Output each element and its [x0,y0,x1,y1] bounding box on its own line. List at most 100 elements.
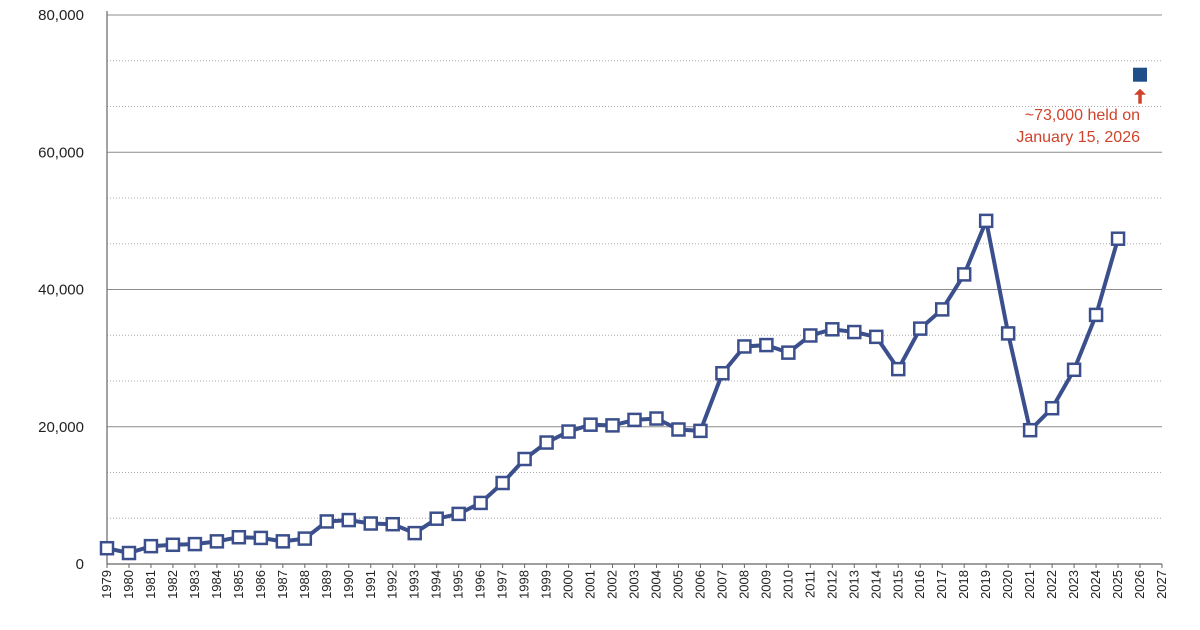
y-tick-label: 20,000 [38,419,84,436]
data-point-marker [1022,422,1038,438]
data-point-marker [473,495,488,511]
gridlines [107,14,1162,519]
x-tick-label: 1984 [209,570,224,599]
x-tick-label: 1985 [231,570,246,599]
x-tick-label: 2013 [846,570,861,599]
data-point-marker [1066,362,1082,378]
annotation-arrow-head [1134,88,1147,95]
y-axis-ticks: 0 20,000 40,000 60,000 80,000 [38,7,84,573]
x-tick-label: 2017 [934,570,949,599]
x-tick-label: 1979 [99,570,114,599]
x-tick-label: 2002 [605,570,620,599]
annotation-line-1: ~73,000 held on [1025,107,1140,124]
x-tick-label: 2011 [802,570,817,598]
x-tick-label: 1989 [319,570,334,599]
data-point-marker [934,302,950,317]
data-point-marker [99,540,115,556]
data-point-marker [275,534,291,549]
x-tick-label: 1986 [253,570,268,599]
x-tick-label: 2003 [627,570,642,599]
data-point-marker [517,451,532,467]
x-tick-label: 1982 [165,570,180,599]
y-tick-label: 40,000 [38,282,84,299]
data-point-marker [253,530,269,546]
data-point-marker [1088,307,1104,323]
data-point-marker [891,361,906,377]
x-tick-label: 1993 [407,570,422,599]
x-tick-label: 2001 [583,570,598,599]
data-point-marker [912,321,928,336]
x-tick-label: 2027 [1154,570,1169,599]
x-tick-label: 2018 [956,570,971,599]
data-point-marker [319,514,335,529]
x-tick-label: 2006 [692,570,707,599]
x-tick-label: 2016 [912,570,927,599]
annotation-line-2: January 15, 2026 [1016,129,1140,146]
x-tick-label: 2008 [736,570,751,599]
x-tick-label: 2022 [1044,570,1059,599]
x-tick-label: 1983 [187,570,202,599]
data-point-marker [627,412,642,428]
highlight-group [1133,67,1148,82]
x-tick-label: 2019 [978,570,993,599]
x-tick-label: 1981 [143,570,158,599]
y-tick-label: 80,000 [38,7,84,24]
x-tick-label: 1990 [341,570,356,599]
data-point-marker [143,538,159,554]
x-tick-label: 2023 [1066,570,1081,599]
x-tick-label: 1998 [517,570,532,599]
x-tick-label: 2020 [1000,570,1015,599]
x-tick-label: 1991 [363,570,378,599]
x-tick-label: 2024 [1088,570,1103,599]
data-point-marker [451,506,466,522]
data-point-marker [209,534,225,549]
data-point-marker [649,411,664,426]
data-point-marker [495,475,510,491]
data-point-marker [539,435,554,450]
highlight-point-marker [1133,67,1148,82]
x-tick-label: 1996 [473,570,488,599]
data-point-marker [737,339,752,354]
data-point-marker [583,417,598,432]
x-axis-ticks: 1979 1980 1981 1982 1983 1984 1985 1986 1987 1988… [99,564,1169,599]
x-tick-label: 2026 [1132,570,1147,599]
data-point-marker [781,345,796,360]
x-tick-label: 1980 [121,570,136,599]
x-tick-label: 2005 [670,570,685,599]
x-tick-label: 1995 [451,570,466,599]
x-tick-label: 2010 [780,570,795,599]
data-point-marker [715,365,730,381]
data-point-marker [407,525,422,541]
x-tick-label: 1987 [275,570,290,599]
y-tick-label: 60,000 [38,144,84,161]
x-tick-label: 1999 [539,570,554,599]
x-tick-label: 1994 [429,570,444,599]
x-tick-label: 1992 [385,570,400,599]
data-point-marker [693,423,708,439]
data-point-marker [825,322,840,337]
x-tick-label: 2021 [1022,570,1037,599]
x-tick-label: 2012 [824,570,839,599]
data-point-marker [978,213,994,229]
data-point-marker [847,324,862,340]
data-point-marker [869,329,884,345]
data-point-marker [187,536,203,552]
x-tick-label: 2014 [868,570,883,599]
x-tick-label: 2025 [1110,570,1125,599]
data-point-marker [363,516,378,531]
x-tick-label: 2015 [890,570,905,599]
x-tick-label: 2009 [758,570,773,599]
x-tick-label: 1997 [495,570,510,599]
data-point-marker [231,529,247,545]
data-point-marker [1110,231,1126,246]
data-point-marker [341,512,357,528]
y-tick-label: 0 [76,556,84,573]
annotation: ~73,000 held on January 15, 2026 [1016,88,1147,146]
data-point-marker [385,516,400,532]
data-point-marker [671,422,686,437]
series [99,213,1126,561]
data-point-marker [1000,326,1016,341]
x-tick-label: 2007 [714,570,729,599]
data-point-marker [121,545,137,561]
